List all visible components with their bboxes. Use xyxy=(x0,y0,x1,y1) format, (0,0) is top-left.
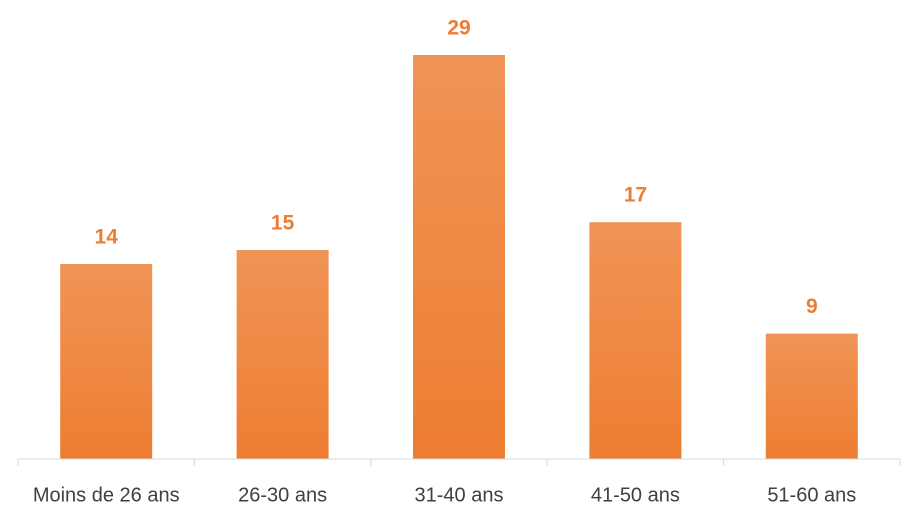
x-tick-label: 41-50 ans xyxy=(591,484,680,506)
bar xyxy=(413,55,505,459)
bar xyxy=(765,333,858,459)
data-label: 9 xyxy=(806,295,818,318)
x-tick-label: 26-30 ans xyxy=(238,484,327,506)
data-label: 14 xyxy=(95,226,119,249)
bar xyxy=(236,250,329,459)
bar xyxy=(589,222,682,459)
bar xyxy=(60,263,153,459)
x-tick-label: 51-60 ans xyxy=(767,484,856,506)
data-label: 15 xyxy=(271,212,295,235)
data-label: 29 xyxy=(447,17,470,40)
data-label: 17 xyxy=(624,184,647,207)
x-tick-label: Moins de 26 ans xyxy=(33,484,180,506)
x-tick-label: 31-40 ans xyxy=(415,484,504,506)
